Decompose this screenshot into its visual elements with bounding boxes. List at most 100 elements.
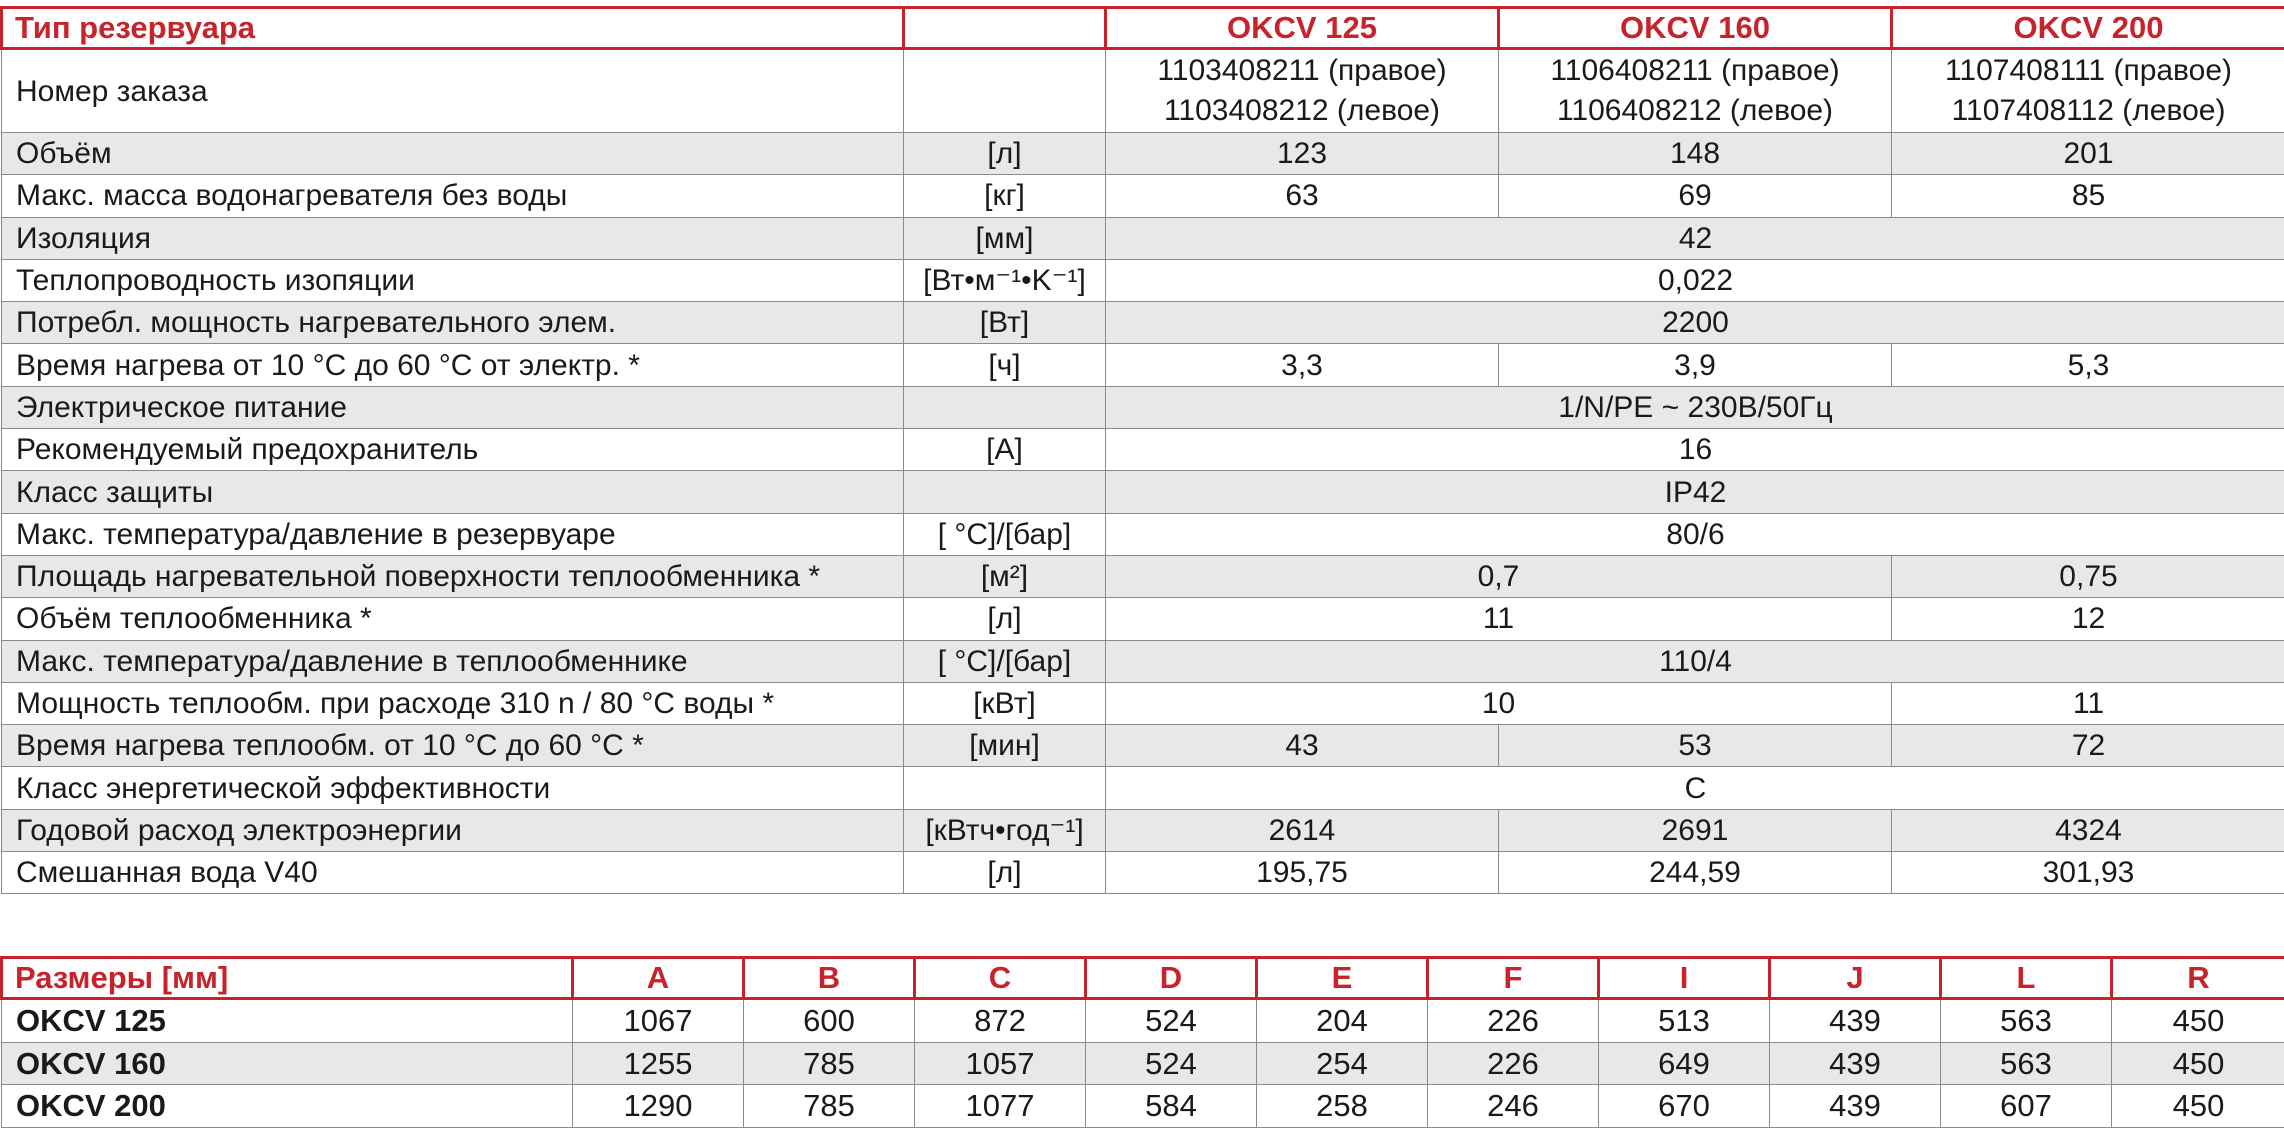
dimension-column-header: C xyxy=(913,956,1087,1000)
dimensions-title: Размеры [мм] xyxy=(0,956,574,1000)
spec-label: Теплопроводность изопяции xyxy=(1,258,904,303)
dimension-value: 524 xyxy=(1085,1041,1257,1085)
dimension-value: 563 xyxy=(1940,1041,2112,1085)
spec-row: Теплопроводность изопяции [Вт•м⁻¹•K⁻¹] 0,0… xyxy=(1,258,2284,303)
spec-row: Площадь нагревательной поверхности тепло… xyxy=(1,554,2284,599)
spec-unit: [A] xyxy=(903,428,1106,472)
dimension-value: 439 xyxy=(1769,998,1941,1043)
dimension-value: 439 xyxy=(1769,1041,1941,1085)
spec-value: 11 xyxy=(1891,681,2284,726)
spec-label: Годовой расход электроэнергии xyxy=(1,808,904,853)
dimension-value: 204 xyxy=(1256,998,1428,1043)
spec-unit: [кг] xyxy=(903,174,1106,218)
spec-row: Класс защиты IP42 xyxy=(1,470,2284,514)
order-number-line: 1107408112 (левое) xyxy=(1951,94,2226,127)
spec-value: 4324 xyxy=(1891,808,2284,853)
spec-value: 3,3 xyxy=(1105,343,1499,387)
dimension-model: OKCV 200 xyxy=(1,1084,573,1128)
dimension-value: 1077 xyxy=(914,1084,1086,1128)
spec-unit xyxy=(903,470,1106,514)
spec-value: 53 xyxy=(1498,724,1892,768)
dimension-column-header: F xyxy=(1426,956,1600,1000)
dimension-column-header: J xyxy=(1768,956,1942,1000)
spec-unit: [кВт] xyxy=(903,681,1106,726)
spec-value: 85 xyxy=(1891,174,2284,218)
spec-row: Макс. температура/давление в резервуаре[… xyxy=(1,512,2284,556)
spec-row: Объём [л] 123 148 201 xyxy=(1,131,2284,176)
dimension-value: 1290 xyxy=(572,1084,744,1128)
spec-value: 2691 xyxy=(1498,808,1892,853)
spec-unit: [л] xyxy=(903,597,1106,641)
dimension-column-header: E xyxy=(1255,956,1429,1000)
dimension-column-header: I xyxy=(1597,956,1771,1000)
spec-label: Потребл. мощность нагревательного элем. xyxy=(1,301,904,345)
dimension-value: 524 xyxy=(1085,998,1257,1043)
order-number-line: 1103408211 (правое) xyxy=(1157,54,1447,87)
spec-row: Потребл. мощность нагревательного элем.[… xyxy=(1,301,2284,345)
spec-row: Номер заказа 1103408211 (правое) 110340821… xyxy=(1,48,2284,133)
spec-label: Объём теплообменника * xyxy=(1,597,904,641)
spec-row: Класс энергетической эффективности C xyxy=(1,766,2284,810)
dimension-value: 600 xyxy=(743,998,915,1043)
spec-value: 1107408111 (правое) 1107408112 (левое) xyxy=(1891,48,2284,133)
order-number-line: 1103408212 (левое) xyxy=(1163,94,1441,127)
dimension-value: 785 xyxy=(743,1041,915,1085)
dimension-value: 226 xyxy=(1427,998,1599,1043)
spec-row: Макс. температура/давление в теплообменн… xyxy=(1,639,2284,683)
spec-unit: [ °C]/[бар] xyxy=(903,639,1106,683)
spec-row: Мощность теплообм. при расходе 310 n / 8… xyxy=(1,681,2284,726)
spec-value: 11 xyxy=(1105,597,1892,641)
spec-unit: [кВтч•год⁻¹] xyxy=(903,808,1106,853)
dimension-value: 1067 xyxy=(572,998,744,1043)
spec-unit xyxy=(903,385,1106,430)
spec-value: 5,3 xyxy=(1891,343,2284,387)
spec-label: Рекомендуемый предохранитель xyxy=(1,428,904,472)
spec-value: 195,75 xyxy=(1105,851,1499,895)
dimension-value: 513 xyxy=(1598,998,1770,1043)
spec-row: Рекомендуемый предохранитель [A] 16 xyxy=(1,428,2284,472)
dimension-value: 670 xyxy=(1598,1084,1770,1128)
spec-value: 123 xyxy=(1105,131,1499,176)
spec-unit: [л] xyxy=(903,131,1106,176)
spec-row: Время нагрева теплообм. от 10 °C до 60 °… xyxy=(1,724,2284,768)
specs-header-row: Тип резервуара OKCV 125 OKCV 160 OKCV 20… xyxy=(0,6,2284,50)
dimension-value: 450 xyxy=(2111,1084,2284,1128)
specs-title: Тип резервуара xyxy=(0,6,905,50)
dimension-value: 246 xyxy=(1427,1084,1599,1128)
dimension-value: 258 xyxy=(1256,1084,1428,1128)
spec-row: Годовой расход электроэнергии [кВтч•год⁻¹… xyxy=(1,808,2284,853)
spec-label: Объём xyxy=(1,131,904,176)
order-number-line: 1106408212 (левое) xyxy=(1556,94,1834,127)
spec-label: Мощность теплообм. при расходе 310 n / 8… xyxy=(1,681,904,726)
dimension-model: OKCV 160 xyxy=(1,1041,573,1085)
spec-label: Время нагрева теплообм. от 10 °C до 60 °… xyxy=(1,724,904,768)
dimension-value: 1255 xyxy=(572,1041,744,1085)
spec-value: 1/N/PE ~ 230В/50Гц xyxy=(1105,385,2284,430)
spec-value: 42 xyxy=(1105,216,2284,260)
spec-value: IP42 xyxy=(1105,470,2284,514)
spec-label: Изоляция xyxy=(1,216,904,260)
dimension-value: 1057 xyxy=(914,1041,1086,1085)
spec-unit: [мм] xyxy=(903,216,1106,260)
dimension-value: 785 xyxy=(743,1084,915,1128)
spec-value: 16 xyxy=(1105,428,2284,472)
spec-unit: [ч] xyxy=(903,343,1106,387)
specs-unit-header xyxy=(902,6,1107,50)
dimension-value: 450 xyxy=(2111,1041,2284,1085)
spec-unit: [л] xyxy=(903,851,1106,895)
spec-value: 12 xyxy=(1891,597,2284,641)
spec-value: 1106408211 (правое) 1106408212 (левое) xyxy=(1498,48,1892,133)
order-number-line: 1107408111 (правое) xyxy=(1944,54,2233,87)
spec-value: 3,9 xyxy=(1498,343,1892,387)
dimension-model: OKCV 125 xyxy=(1,998,573,1043)
order-number-line: 1106408211 (правое) xyxy=(1550,54,1840,87)
spec-label: Электрическое питание xyxy=(1,385,904,430)
spec-row: Объём теплообменника * [л] 11 12 xyxy=(1,597,2284,641)
spec-value: 72 xyxy=(1891,724,2284,768)
spec-unit: [мин] xyxy=(903,724,1106,768)
spec-value: 80/6 xyxy=(1105,512,2284,556)
spec-value: 1103408211 (правое) 1103408212 (левое) xyxy=(1105,48,1499,133)
dimension-value: 450 xyxy=(2111,998,2284,1043)
